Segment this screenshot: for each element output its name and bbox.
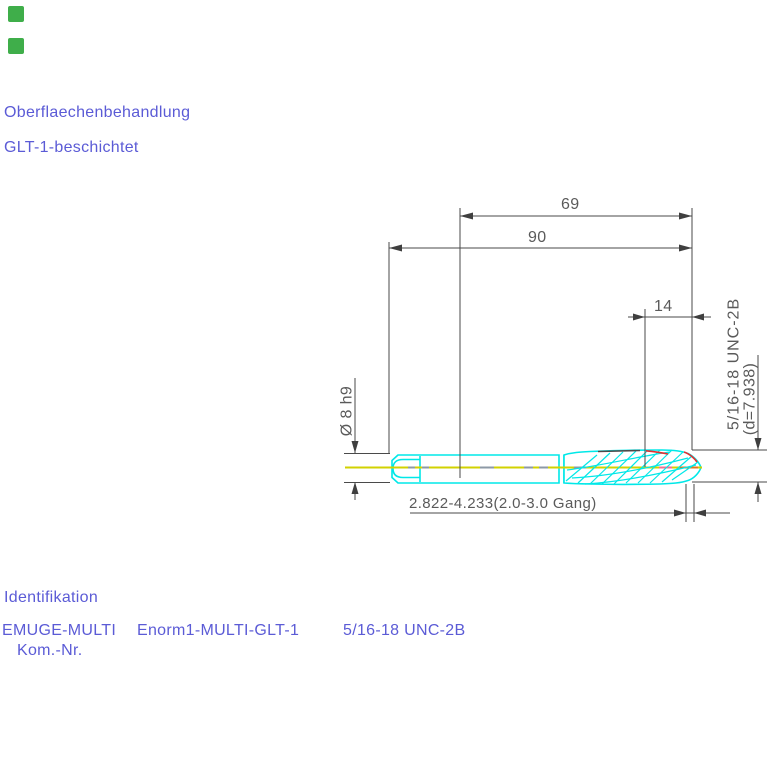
dim-14-label: 14 (654, 298, 673, 315)
order-number-label: Kom.-Nr. (17, 642, 83, 659)
dim-90-label: 90 (528, 229, 547, 246)
surface-treatment-value: GLT-1-beschichtet (4, 139, 139, 156)
spiral-flutes (565, 449, 699, 485)
shank-diameter-label: Ø 8 h9 (338, 385, 356, 437)
identification-title: Identifikation (4, 589, 99, 606)
thread-diameter-label: (d=7.938) (741, 362, 759, 436)
chamfer-length-label: 2.822-4.233(2.0-3.0 Gang) (409, 495, 597, 512)
green-square-marker-1 (8, 6, 24, 22)
green-square-marker-2 (8, 38, 24, 54)
thread-crest-highlights (597, 449, 698, 463)
identification-model: Enorm1-MULTI-GLT-1 (137, 622, 300, 639)
surface-treatment-title: Oberflaechenbehandlung (4, 104, 191, 121)
identification-thread-size: 5/16-18 UNC-2B (343, 622, 466, 639)
identification-brand: EMUGE-MULTI (2, 622, 117, 639)
thread-spec-label: 5/16-18 UNC-2B (725, 297, 743, 431)
dim-69-label: 69 (561, 196, 580, 213)
dimension-arrowheads (351, 212, 762, 517)
